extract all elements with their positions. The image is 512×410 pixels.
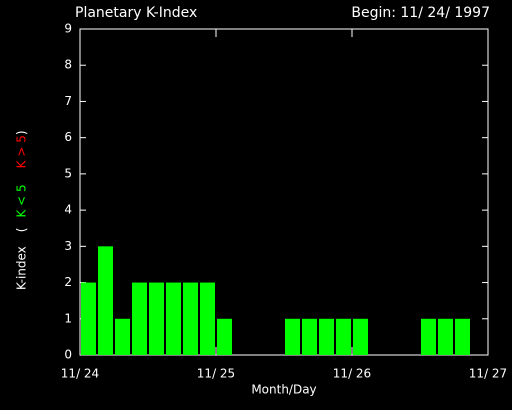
bar xyxy=(217,318,232,355)
y-axis-label: K-index ( K < 5 K > 5) xyxy=(15,130,29,290)
bar xyxy=(183,282,198,355)
bar xyxy=(336,318,351,355)
y-tick-label: 2 xyxy=(64,275,72,289)
y-tick-label: 1 xyxy=(64,311,72,325)
bar xyxy=(302,318,317,355)
bar xyxy=(98,246,113,355)
y-tick-label: 3 xyxy=(64,239,72,253)
bar xyxy=(438,318,453,355)
y-axis-label-part: K > 5 xyxy=(15,135,29,168)
y-tick-label: 5 xyxy=(64,166,72,180)
bar xyxy=(353,318,368,355)
bar xyxy=(149,282,164,355)
x-tick-label: 11/ 26 xyxy=(333,367,371,381)
y-tick-label: 9 xyxy=(64,22,72,36)
bar xyxy=(455,318,470,355)
bar xyxy=(166,282,181,355)
y-axis-label-part: K-index xyxy=(15,246,29,290)
y-tick-label: 7 xyxy=(64,94,72,108)
y-axis-label-part: ) xyxy=(15,130,29,135)
bar xyxy=(319,318,334,355)
y-axis-label-part: ( xyxy=(15,228,29,233)
bar xyxy=(115,318,130,355)
y-axis-label-part: K < 5 xyxy=(15,184,29,217)
x-tick-label: 11/ 25 xyxy=(197,367,235,381)
bar xyxy=(132,282,147,355)
bar xyxy=(285,318,300,355)
y-tick-label: 6 xyxy=(64,130,72,144)
x-tick-label: 11/ 24 xyxy=(61,367,99,381)
x-axis-label: Month/Day xyxy=(251,383,316,397)
plot-frame xyxy=(79,28,489,356)
bar xyxy=(81,282,96,355)
chart-title: Planetary K-Index xyxy=(75,5,197,21)
bar xyxy=(421,318,436,355)
y-tick-label: 8 xyxy=(64,58,72,72)
y-tick-label: 0 xyxy=(64,348,72,362)
x-tick-label: 11/ 27 xyxy=(469,367,507,381)
bar xyxy=(200,282,215,355)
y-tick-label: 4 xyxy=(64,203,72,217)
chart-subtitle: Begin: 11/ 24/ 1997 xyxy=(351,5,490,21)
